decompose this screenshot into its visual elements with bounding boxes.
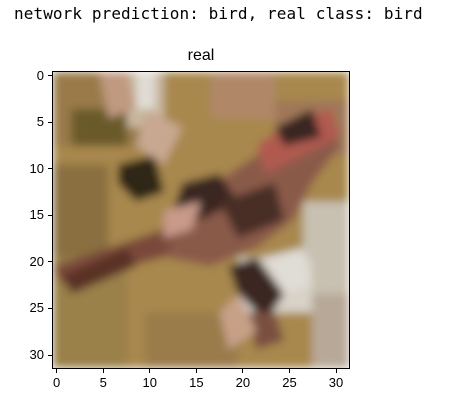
x-tick-label: 10 bbox=[142, 375, 158, 390]
y-tick-mark bbox=[48, 261, 52, 263]
x-tick-label: 30 bbox=[328, 375, 344, 390]
x-tick-mark bbox=[335, 369, 337, 373]
y-tick-mark bbox=[48, 121, 52, 123]
y-tick-label: 20 bbox=[29, 253, 44, 269]
y-tick-label: 15 bbox=[29, 207, 44, 223]
prediction-output-line: network prediction: bird, real class: bi… bbox=[14, 4, 423, 23]
x-tick-label: 15 bbox=[189, 375, 204, 390]
x-tick-label: 5 bbox=[99, 375, 107, 390]
y-tick-mark bbox=[48, 168, 52, 170]
x-tick-mark bbox=[288, 369, 290, 373]
image-axes bbox=[52, 71, 350, 369]
plot-title: real bbox=[187, 47, 215, 64]
x-tick-mark bbox=[195, 369, 197, 373]
y-tick-label: 0 bbox=[36, 67, 44, 83]
x-tick-mark bbox=[56, 369, 58, 373]
y-tick-mark bbox=[48, 354, 52, 356]
x-tick-label: 20 bbox=[235, 375, 251, 390]
y-tick-mark bbox=[48, 214, 52, 216]
y-tick-label: 5 bbox=[36, 114, 44, 130]
y-tick-label: 25 bbox=[29, 300, 44, 316]
bird-image bbox=[53, 72, 349, 368]
x-tick-mark bbox=[149, 369, 151, 373]
y-tick-label: 30 bbox=[29, 347, 44, 363]
x-tick-mark bbox=[242, 369, 244, 373]
x-tick-mark bbox=[102, 369, 104, 373]
y-tick-label: 10 bbox=[29, 160, 44, 176]
x-tick-label: 25 bbox=[282, 375, 297, 390]
y-tick-mark bbox=[48, 307, 52, 309]
y-tick-mark bbox=[48, 75, 52, 77]
x-tick-label: 0 bbox=[53, 375, 61, 390]
